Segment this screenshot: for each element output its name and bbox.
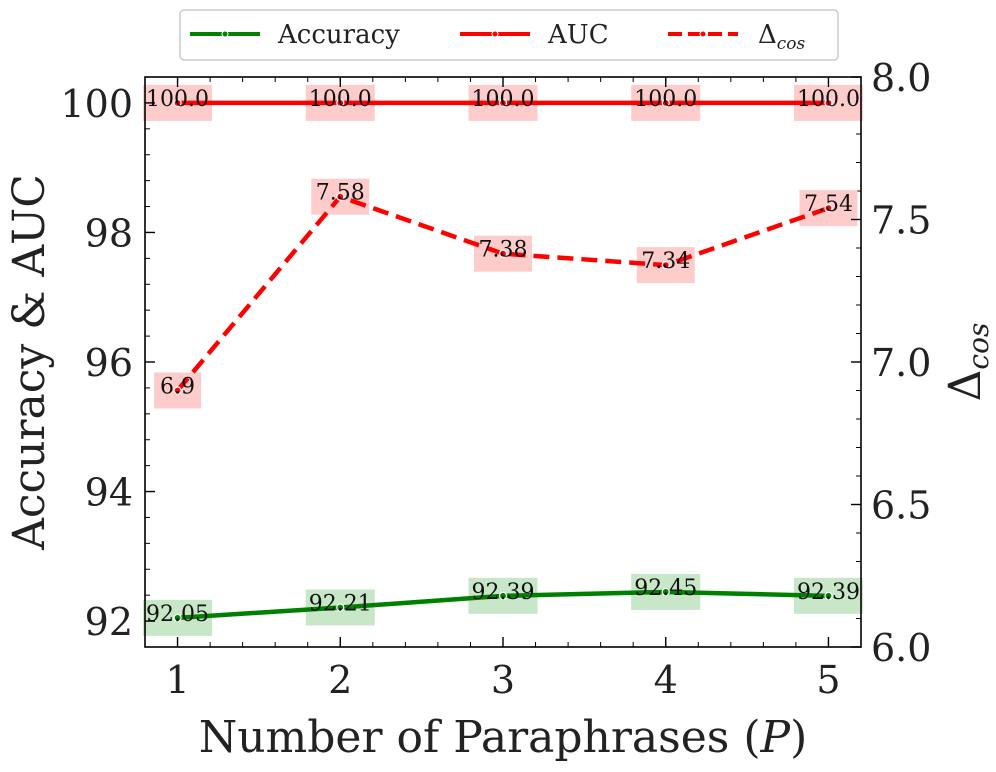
legend-item-delta-cos: Δcos bbox=[668, 20, 806, 54]
legend-label-auc: AUC bbox=[547, 20, 609, 50]
data-label-accuracy: 92.39 bbox=[472, 580, 535, 605]
x-tick-label: 2 bbox=[328, 658, 352, 702]
data-label-delta-cos: 7.34 bbox=[641, 249, 690, 274]
data-label-auc: 100.0 bbox=[146, 87, 209, 112]
y-left-tick-label: 92 bbox=[85, 600, 133, 644]
data-point-delta-cos bbox=[498, 249, 508, 258]
data-label-auc: 100.0 bbox=[472, 87, 535, 112]
plot-frame bbox=[144, 76, 862, 648]
data-point-delta-cos bbox=[336, 192, 345, 201]
legend-label-delta-cos: Δcos bbox=[758, 20, 806, 54]
x-axis-label-var: P bbox=[760, 712, 792, 763]
minor-ticks bbox=[145, 76, 861, 648]
data-label-delta-cos: 7.38 bbox=[479, 238, 528, 263]
legend-marker-delta-cos bbox=[699, 30, 707, 38]
data-label-accuracy: 92.05 bbox=[146, 602, 209, 627]
y-right-tick-label: 6.5 bbox=[871, 484, 931, 528]
y-axis-right-label-symbol: Δ bbox=[940, 370, 991, 402]
data-label-accuracy: 92.45 bbox=[634, 576, 697, 601]
data-point-accuracy bbox=[173, 613, 182, 622]
y-axis-left-label: Accuracy & AUC bbox=[4, 174, 55, 551]
y-left-tick-label: 94 bbox=[85, 471, 133, 515]
series-layer bbox=[143, 84, 863, 636]
data-label-accuracy: 92.21 bbox=[309, 591, 372, 616]
data-label-accuracy: 92.39 bbox=[797, 580, 860, 605]
y-left-tick-label: 98 bbox=[85, 211, 133, 255]
data-point-accuracy bbox=[661, 587, 670, 597]
legend-label-accuracy: Accuracy bbox=[277, 20, 400, 50]
data-point-auc bbox=[661, 98, 670, 108]
y-left-tick-label: 100 bbox=[60, 82, 133, 126]
data-label-delta-cos: 6.9 bbox=[160, 375, 195, 400]
data-label-auc: 100.0 bbox=[309, 87, 372, 112]
legend-marker-auc bbox=[491, 30, 499, 38]
legend-item-accuracy: Accuracy bbox=[190, 20, 400, 50]
data-point-auc bbox=[173, 98, 182, 108]
data-label-auc: 100.0 bbox=[797, 87, 860, 112]
x-tick-label: 1 bbox=[165, 658, 189, 702]
legend-label-delta-cos-sub: cos bbox=[777, 34, 806, 54]
x-axis-label-text: Number of Paraphrases ( bbox=[199, 712, 761, 763]
data-point-accuracy bbox=[336, 603, 345, 612]
data-point-delta-cos bbox=[173, 386, 182, 395]
data-point-auc bbox=[498, 98, 508, 108]
legend-item-auc: AUC bbox=[460, 20, 609, 50]
data-point-accuracy bbox=[824, 591, 833, 600]
data-label-delta-cos: 7.58 bbox=[316, 181, 365, 206]
data-label-delta-cos: 7.54 bbox=[804, 192, 853, 217]
data-point-auc bbox=[336, 98, 345, 108]
x-axis-label: Number of Paraphrases (P) bbox=[199, 712, 808, 763]
y-axis-right-label: Δcos bbox=[940, 323, 995, 402]
x-tick-label: 4 bbox=[654, 658, 678, 702]
legend-label-delta-cos-symbol: Δ bbox=[758, 20, 777, 50]
x-tick-label: 5 bbox=[816, 658, 840, 702]
legend-marker-accuracy bbox=[221, 30, 229, 38]
data-point-auc bbox=[824, 98, 833, 108]
data-point-delta-cos bbox=[661, 261, 670, 270]
axis-ticks-layer: 1 2 3 4 5 92 94 96 98 100 6.0 6.5 7.0 7.5 8.0 bbox=[60, 56, 931, 702]
x-tick-label: 3 bbox=[491, 658, 515, 702]
data-label-auc: 100.0 bbox=[634, 87, 697, 112]
series-line-delta-cos bbox=[175, 194, 830, 392]
y-left-tick-label: 96 bbox=[85, 341, 133, 385]
y-right-tick-label: 7.0 bbox=[871, 341, 931, 385]
y-right-tick-label: 6.0 bbox=[871, 626, 931, 670]
data-labels-layer: 92.05 92.21 92.39 92.45 92.39 100.0 100.0 100.0… bbox=[146, 87, 860, 627]
data-point-delta-cos bbox=[824, 204, 833, 213]
x-axis-label-close: ) bbox=[790, 712, 807, 763]
y-right-tick-label: 7.5 bbox=[871, 199, 931, 243]
legend: Accuracy AUC Δcos bbox=[179, 9, 839, 61]
data-point-accuracy bbox=[498, 591, 508, 600]
y-axis-right-label-sub: cos bbox=[962, 323, 995, 370]
y-right-tick-label: 8.0 bbox=[871, 56, 931, 100]
